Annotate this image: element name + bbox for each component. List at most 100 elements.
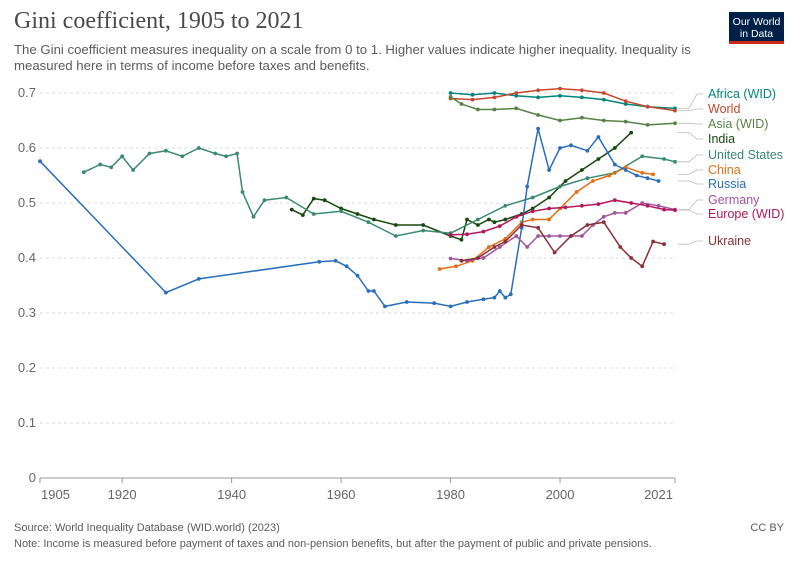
- y-axis-ticks: 0 0.1 0.2 0.3 0.4 0.5 0.6 0.7: [18, 85, 36, 485]
- data-point: [585, 176, 590, 181]
- data-point: [580, 168, 584, 172]
- data-point: [612, 211, 617, 215]
- data-point: [372, 217, 376, 222]
- data-point: [311, 196, 316, 201]
- data-point: [492, 95, 497, 100]
- label-connector: [678, 132, 703, 140]
- label-connector: [678, 169, 703, 175]
- data-point: [448, 91, 453, 95]
- data-point: [81, 170, 86, 175]
- data-point: [558, 234, 562, 238]
- data-point: [459, 102, 464, 106]
- series-ukraine: [459, 220, 666, 269]
- data-point: [300, 213, 305, 218]
- data-point: [623, 165, 628, 170]
- license-link[interactable]: CC BY: [750, 522, 784, 534]
- data-point: [448, 256, 453, 261]
- data-point: [536, 225, 540, 230]
- data-point: [596, 135, 601, 139]
- data-point: [224, 154, 229, 159]
- data-point: [601, 220, 606, 225]
- data-point: [421, 223, 426, 227]
- data-point: [120, 154, 124, 159]
- note-text: Note: Income is measured before payment …: [14, 538, 652, 550]
- data-point: [645, 123, 650, 127]
- grid-lines: [40, 92, 675, 479]
- data-point: [574, 190, 579, 194]
- data-point: [262, 198, 267, 203]
- data-point: [634, 173, 639, 178]
- data-point: [623, 99, 628, 104]
- data-point: [492, 295, 497, 300]
- data-point: [673, 159, 677, 164]
- data-point: [317, 259, 322, 264]
- data-point: [640, 154, 645, 159]
- data-point: [476, 107, 480, 112]
- y-tick-label: 0.2: [18, 360, 36, 375]
- x-tick-label: 1980: [436, 487, 465, 502]
- data-point: [585, 148, 590, 153]
- data-point: [459, 237, 464, 242]
- data-point: [656, 179, 661, 183]
- data-point: [492, 245, 497, 249]
- data-point: [311, 212, 316, 216]
- data-point: [607, 173, 612, 178]
- data-point: [629, 256, 634, 260]
- data-point: [530, 195, 535, 200]
- series-russia: [38, 126, 661, 309]
- data-point: [355, 212, 360, 216]
- data-point: [393, 234, 398, 238]
- data-point: [552, 250, 557, 255]
- data-point: [448, 304, 453, 309]
- data-point: [355, 273, 360, 278]
- data-point: [519, 223, 524, 227]
- data-point: [492, 107, 497, 112]
- data-point: [421, 228, 426, 233]
- data-point: [525, 184, 530, 189]
- data-point: [612, 146, 617, 150]
- data-point: [465, 217, 469, 222]
- data-point: [465, 232, 469, 237]
- series-label-china: China: [708, 163, 741, 177]
- data-point: [393, 223, 398, 227]
- data-point: [673, 121, 677, 126]
- label-connector: [678, 209, 703, 215]
- data-point: [612, 198, 617, 203]
- data-point: [623, 119, 628, 124]
- data-point: [536, 88, 540, 93]
- x-tick-label: 1920: [108, 487, 137, 502]
- series-line-germany: [450, 202, 676, 262]
- label-connector: [678, 122, 703, 125]
- data-point: [339, 209, 343, 214]
- data-point: [492, 220, 497, 225]
- data-point: [514, 214, 519, 219]
- data-point: [673, 108, 677, 113]
- data-point: [580, 234, 584, 238]
- data-point: [591, 179, 595, 183]
- owid-logo[interactable]: Our World in Data: [729, 12, 784, 44]
- series-line-russia: [39, 128, 659, 308]
- series-label-ukraine: Ukraine: [708, 234, 751, 248]
- data-point: [196, 146, 201, 150]
- label-connector: [678, 154, 703, 163]
- data-point: [514, 93, 519, 98]
- data-point: [569, 143, 573, 148]
- data-point: [251, 214, 256, 219]
- data-point: [547, 168, 551, 172]
- data-point: [476, 217, 480, 222]
- data-point: [547, 195, 551, 200]
- source-text: Source: World Inequality Database (WID.w…: [14, 522, 280, 534]
- data-point: [645, 176, 650, 181]
- data-point: [547, 234, 551, 238]
- data-point: [437, 267, 442, 271]
- data-point: [651, 239, 655, 244]
- data-point: [623, 102, 628, 106]
- data-point: [366, 220, 371, 225]
- data-point: [284, 195, 289, 200]
- series-china: [437, 165, 655, 271]
- data-point: [596, 202, 601, 207]
- x-tick-label: 2021: [644, 487, 673, 502]
- data-point: [530, 209, 535, 214]
- chart-subtitle: The Gini coefficient measures inequality…: [14, 42, 691, 73]
- data-point: [503, 217, 508, 222]
